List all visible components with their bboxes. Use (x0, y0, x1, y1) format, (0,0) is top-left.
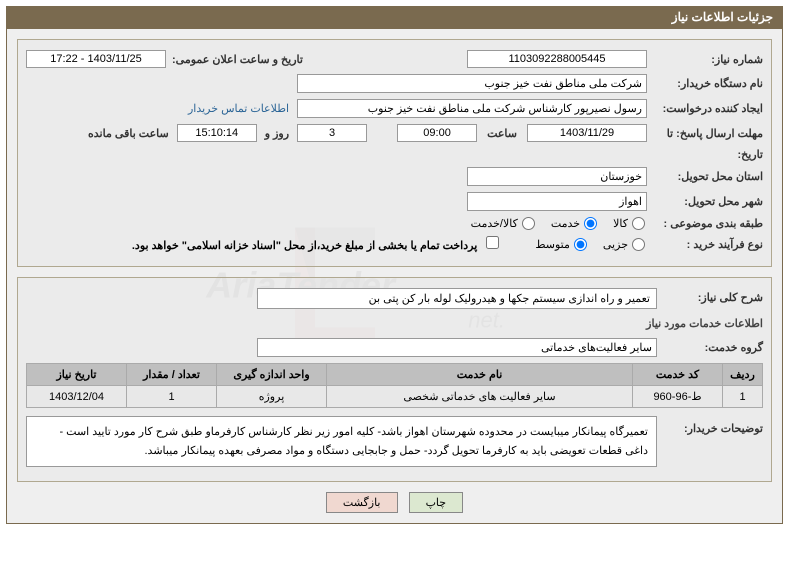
panel-title: جزئیات اطلاعات نیاز (6, 6, 783, 28)
value-need-no: 1103092288005445 (467, 50, 647, 68)
label-announce: تاریخ و ساعت اعلان عمومی: (172, 53, 303, 66)
radio-goods[interactable] (632, 217, 645, 230)
value-buyer-notes: تعمیرگاه پیمانکار میبایست در محدوده شهرس… (26, 416, 657, 467)
desc-fields: شرح کلی نیاز: تعمیر و راه اندازی سیستم ج… (17, 277, 772, 482)
radio-service-label: خدمت (551, 217, 580, 230)
radio-minor[interactable] (632, 238, 645, 251)
row-deadline: مهلت ارسال پاسخ: تا 1403/11/29 ساعت 09:0… (26, 124, 763, 142)
label-requester: ایجاد کننده درخواست: (653, 102, 763, 115)
services-subtitle: اطلاعات خدمات مورد نیاز (26, 317, 763, 330)
value-deadline-time: 09:00 (397, 124, 477, 142)
value-deadline-date: 1403/11/29 (527, 124, 647, 142)
label-date: تاریخ: (653, 148, 763, 161)
label-buyer-notes: توضیحات خریدار: (663, 416, 763, 435)
label-topic: طبقه بندی موضوعی : (653, 217, 763, 230)
radio-minor-label: جزیی (603, 238, 628, 251)
th-date: تاریخ نیاز (27, 364, 127, 386)
label-buyer-org: نام دستگاه خریدار: (653, 77, 763, 90)
row-date: تاریخ: (26, 148, 763, 161)
print-button[interactable]: چاپ (409, 492, 464, 513)
th-row: ردیف (723, 364, 763, 386)
td-row: 1 (723, 386, 763, 408)
radio-goods-label: کالا (613, 217, 628, 230)
radio-both-label: کالا/خدمت (471, 217, 518, 230)
th-qty: تعداد / مقدار (127, 364, 217, 386)
contact-link[interactable]: اطلاعات تماس خریدار (188, 102, 289, 115)
table-row: 1 ط-96-960 سایر فعالیت های خدماتی شخصی پ… (27, 386, 763, 408)
value-need-desc: تعمیر و راه اندازی سیستم جکها و هیدرولیک… (257, 288, 657, 309)
value-city: اهواز (467, 192, 647, 211)
radio-service[interactable] (584, 217, 597, 230)
treasury-note-text: پرداخت تمام یا بخشی از مبلغ خرید،از محل … (132, 240, 477, 252)
value-service-group: سایر فعالیت‌های خدماتی (257, 338, 657, 357)
button-row: چاپ بازگشت (17, 492, 772, 513)
value-announce: 1403/11/25 - 17:22 (26, 50, 166, 68)
row-need-desc: شرح کلی نیاز: تعمیر و راه اندازی سیستم ج… (26, 288, 763, 309)
back-button[interactable]: بازگشت (326, 492, 398, 513)
td-unit: پروژه (217, 386, 327, 408)
checkbox-treasury[interactable] (486, 236, 499, 249)
row-ptype: نوع فرآیند خرید : جزیی متوسط پرداخت تمام… (26, 236, 763, 252)
radio-medium[interactable] (574, 238, 587, 251)
panel-body: شماره نیاز: 1103092288005445 تاریخ و ساع… (6, 28, 783, 524)
row-buyer-notes: توضیحات خریدار: تعمیرگاه پیمانکار میبایس… (26, 416, 763, 467)
radio-medium-label: متوسط (535, 238, 570, 251)
label-need-desc: شرح کلی نیاز: (663, 288, 763, 304)
treasury-note-wrap: پرداخت تمام یا بخشی از مبلغ خرید،از محل … (132, 236, 501, 252)
row-topic: طبقه بندی موضوعی : کالا خدمت کالا/خدمت (26, 217, 763, 230)
radio-both[interactable] (522, 217, 535, 230)
th-unit: واحد اندازه گیری (217, 364, 327, 386)
row-city: شهر محل تحویل: اهواز (26, 192, 763, 211)
value-province: خوزستان (467, 167, 647, 186)
value-buyer-org: شرکت ملی مناطق نفت خیز جنوب (297, 74, 647, 93)
row-province: استان محل تحویل: خوزستان (26, 167, 763, 186)
label-deadline: مهلت ارسال پاسخ: تا (653, 127, 763, 140)
main-fields: شماره نیاز: 1103092288005445 تاریخ و ساع… (17, 39, 772, 267)
td-code: ط-96-960 (633, 386, 723, 408)
row-buyer-org: نام دستگاه خریدار: شرکت ملی مناطق نفت خی… (26, 74, 763, 93)
th-name: نام خدمت (327, 364, 633, 386)
row-need-no: شماره نیاز: 1103092288005445 تاریخ و ساع… (26, 50, 763, 68)
td-name: سایر فعالیت های خدماتی شخصی (327, 386, 633, 408)
table-header-row: ردیف کد خدمت نام خدمت واحد اندازه گیری ت… (27, 364, 763, 386)
td-qty: 1 (127, 386, 217, 408)
th-code: کد خدمت (633, 364, 723, 386)
row-requester: ایجاد کننده درخواست: رسول نصیرپور کارشنا… (26, 99, 763, 118)
value-remaining-days: 3 (297, 124, 367, 142)
details-panel: جزئیات اطلاعات نیاز شماره نیاز: 11030922… (6, 6, 783, 524)
value-remaining-time: 15:10:14 (177, 124, 257, 142)
label-service-group: گروه خدمت: (663, 341, 763, 354)
label-ptype: نوع فرآیند خرید : (653, 238, 763, 251)
label-province: استان محل تحویل: (653, 170, 763, 183)
label-time-word: ساعت (487, 127, 517, 140)
services-table: ردیف کد خدمت نام خدمت واحد اندازه گیری ت… (26, 363, 763, 408)
label-remaining: ساعت باقی مانده (88, 127, 169, 140)
td-date: 1403/12/04 (27, 386, 127, 408)
label-need-no: شماره نیاز: (653, 53, 763, 66)
label-days-and: روز و (265, 127, 289, 140)
value-requester: رسول نصیرپور کارشناس شرکت ملی مناطق نفت … (297, 99, 647, 118)
row-service-group: گروه خدمت: سایر فعالیت‌های خدماتی (26, 338, 763, 357)
label-city: شهر محل تحویل: (653, 195, 763, 208)
